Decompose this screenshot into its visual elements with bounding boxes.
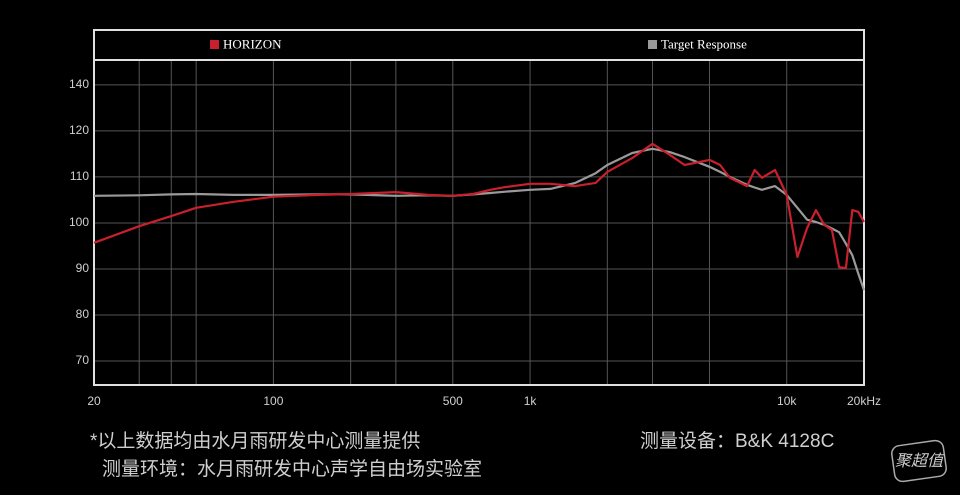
footer-environment: 测量环境：水月雨研发中心声学自由场实验室 [102,458,482,480]
watermark: 聚超值 [895,452,945,470]
legend-swatch [210,40,219,49]
watermark-box [891,439,947,483]
series-line [93,142,865,270]
legend-label: HORIZON [223,36,282,51]
y-tick-label: 70 [76,353,90,367]
x-tick-label: 20kHz [847,394,881,408]
legend-label: Target Response [661,36,747,51]
x-tick-label: 100 [263,394,283,408]
plot-frame [93,59,865,386]
legend-swatch [648,40,657,49]
x-tick-label: 500 [443,394,463,408]
footer-equipment: 测量设备：B&K 4128C [640,430,834,452]
y-tick-label: 140 [69,77,89,91]
y-tick-label: 100 [69,215,89,229]
footer-note: *以上数据均由水月雨研发中心测量提供 [90,430,420,452]
y-tick-label: 120 [69,123,89,137]
y-tick-label: 110 [70,169,89,183]
y-tick-label: 80 [76,307,90,321]
x-tick-label: 10k [777,394,797,408]
x-tick-label: 20 [87,394,101,408]
y-tick-label: 90 [76,261,90,275]
x-tick-label: 1k [524,394,538,408]
